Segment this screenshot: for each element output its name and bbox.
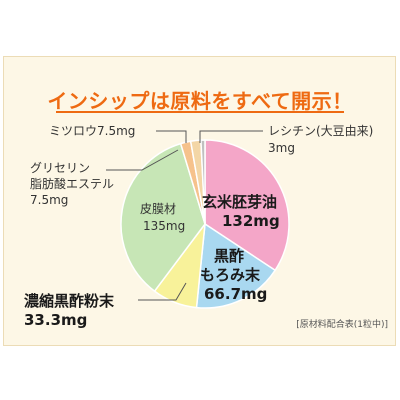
kurozu-value-label: 66.7mg [204, 285, 268, 303]
pie-slice-lecithin [200, 139, 206, 225]
ingredient-note: [原材料配合表(1粒中)] [296, 320, 388, 330]
glycerin-value-label: 7.5mg [30, 193, 69, 207]
leader-line-lecithin [199, 130, 263, 143]
lecithin-name-label: レシチン(大豆由来) [268, 124, 374, 138]
noushuku-name-label: 濃縮黒酢粉末 [24, 292, 115, 310]
genmai-value-label: 132mg [222, 212, 280, 230]
glycerin-name-line2: 脂肪酸エステル [30, 177, 115, 191]
leader-line-noushuku [138, 282, 187, 301]
noushuku-value-label: 33.3mg [24, 311, 88, 329]
kurozu-name-line2: もろみ末 [200, 266, 261, 284]
leader-line-mitsurou [156, 130, 187, 143]
leader-line-glycerin [106, 149, 179, 171]
lecithin-value-label: 3mg [268, 141, 295, 155]
pie-slice-kurozu [195, 222, 277, 309]
genmai-name-label: 玄米胚芽油 [202, 193, 278, 211]
glycerin-name-line1: グリセリン [30, 161, 91, 175]
himaku-name-label: 皮膜材 [140, 202, 177, 216]
himaku-value-label: 135mg [143, 219, 186, 233]
kurozu-name-line1: 黒酢 [214, 247, 245, 265]
pie-slice-himaku [120, 142, 206, 293]
page-title: インシップは原料をすべて開示！ [47, 89, 353, 113]
title-underline [56, 111, 344, 113]
mitsurou-label: ミツロウ7.5mg [49, 124, 136, 138]
